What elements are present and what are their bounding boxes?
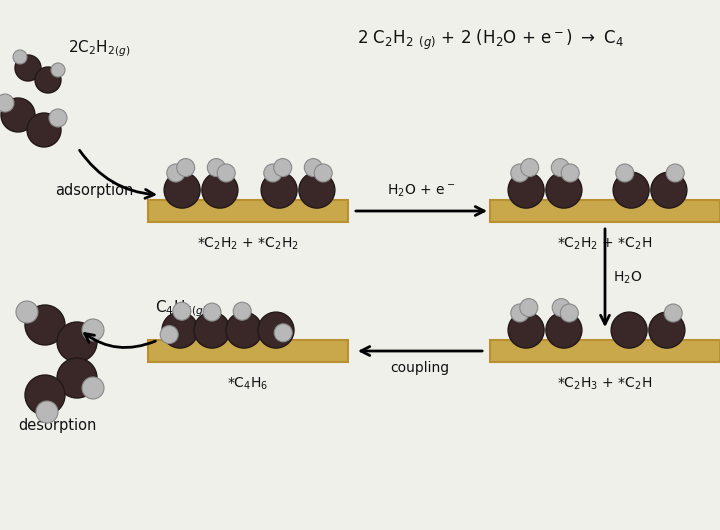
Circle shape (510, 304, 528, 322)
Circle shape (194, 312, 230, 348)
Text: C$_4$H$_{6(g)}$: C$_4$H$_{6(g)}$ (155, 298, 207, 319)
Circle shape (510, 164, 528, 182)
Circle shape (616, 164, 634, 182)
Circle shape (552, 298, 570, 316)
Bar (490, 340, 720, 362)
Circle shape (49, 109, 67, 127)
Text: adsorption: adsorption (55, 183, 133, 198)
Bar (148, 200, 348, 222)
Circle shape (82, 319, 104, 341)
Circle shape (261, 172, 297, 208)
Circle shape (552, 158, 570, 176)
Text: *C$_4$H$_6$: *C$_4$H$_6$ (228, 376, 269, 392)
Circle shape (13, 50, 27, 64)
Circle shape (203, 303, 221, 321)
Text: *C$_2$H$_3$ + *C$_2$H: *C$_2$H$_3$ + *C$_2$H (557, 376, 652, 392)
Circle shape (1, 98, 35, 132)
Circle shape (35, 67, 61, 93)
Circle shape (36, 401, 58, 423)
Circle shape (305, 158, 323, 176)
Circle shape (520, 298, 538, 316)
Bar (490, 200, 720, 222)
Circle shape (25, 305, 65, 345)
Circle shape (82, 377, 104, 399)
Circle shape (258, 312, 294, 348)
Circle shape (649, 312, 685, 348)
Circle shape (162, 312, 198, 348)
Circle shape (233, 302, 251, 320)
Circle shape (664, 304, 682, 322)
Text: H$_2$O: H$_2$O (613, 270, 642, 286)
Circle shape (508, 312, 544, 348)
Circle shape (167, 164, 185, 182)
Circle shape (25, 375, 65, 415)
Circle shape (176, 158, 194, 176)
Text: H$_2$O + e$^-$: H$_2$O + e$^-$ (387, 183, 456, 199)
Text: desorption: desorption (18, 418, 96, 433)
Circle shape (611, 312, 647, 348)
Circle shape (521, 158, 539, 176)
Circle shape (160, 325, 179, 343)
Circle shape (57, 358, 97, 398)
Circle shape (314, 164, 332, 182)
Circle shape (226, 312, 262, 348)
Circle shape (27, 113, 61, 147)
Circle shape (666, 164, 684, 182)
Circle shape (299, 172, 335, 208)
Text: *C$_2$H$_2$ + *C$_2$H$_2$: *C$_2$H$_2$ + *C$_2$H$_2$ (197, 236, 299, 252)
Circle shape (561, 164, 579, 182)
Text: 2C$_2$H$_{2(g)}$: 2C$_2$H$_{2(g)}$ (68, 38, 130, 59)
Circle shape (613, 172, 649, 208)
Circle shape (207, 158, 225, 176)
Circle shape (57, 322, 97, 362)
Text: *C$_2$H$_2$ + *C$_2$H: *C$_2$H$_2$ + *C$_2$H (557, 236, 652, 252)
Circle shape (508, 172, 544, 208)
Circle shape (15, 55, 41, 81)
Text: coupling: coupling (390, 361, 449, 375)
Circle shape (560, 304, 578, 322)
Circle shape (264, 164, 282, 182)
Circle shape (164, 172, 200, 208)
Circle shape (274, 158, 292, 176)
Circle shape (202, 172, 238, 208)
Circle shape (173, 302, 191, 320)
Text: 2 C$_2$H$_2$ $_{(g)}$ + 2 (H$_2$O + e$^-$) $\rightarrow$ C$_4$: 2 C$_2$H$_2$ $_{(g)}$ + 2 (H$_2$O + e$^-… (356, 28, 624, 52)
Circle shape (274, 324, 292, 342)
Circle shape (651, 172, 687, 208)
Circle shape (51, 63, 65, 77)
Circle shape (217, 164, 235, 182)
Bar (148, 340, 348, 362)
Circle shape (0, 94, 14, 112)
Circle shape (16, 301, 38, 323)
Circle shape (546, 312, 582, 348)
Circle shape (546, 172, 582, 208)
